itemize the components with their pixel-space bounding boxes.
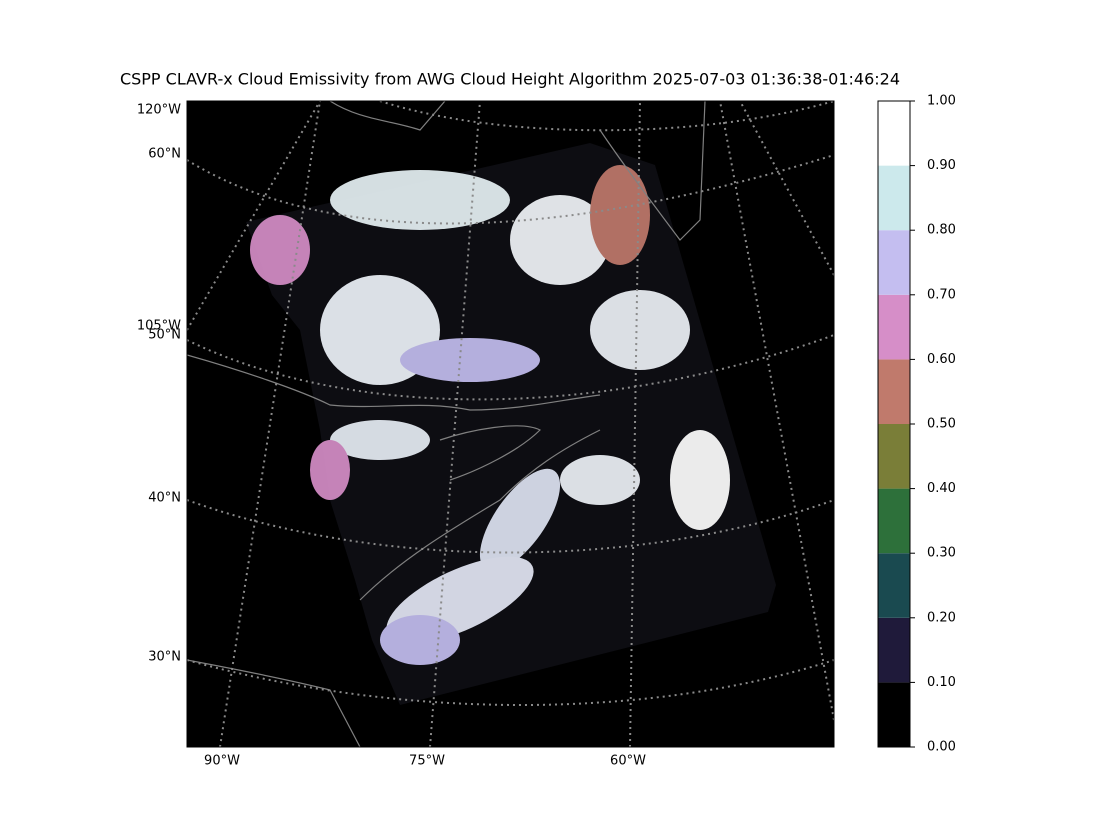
graticule-label: 60°W xyxy=(610,754,646,769)
colorbar-tick-label: 0.00 xyxy=(927,740,956,755)
colorbar-segment xyxy=(878,617,910,683)
colorbar-segment xyxy=(878,165,910,231)
graticule-label: 120°W xyxy=(137,103,181,118)
graticule-label: 60°N xyxy=(148,147,181,162)
cloud-field xyxy=(250,165,730,665)
graticule xyxy=(187,101,834,747)
graticule-label: 30°N xyxy=(148,650,181,665)
graticule-label: 105°W xyxy=(137,319,181,334)
colorbar-tick-label: 1.00 xyxy=(927,94,956,109)
colorbar-segment xyxy=(878,294,910,360)
map-frame xyxy=(186,100,835,748)
graticule-label: 50°N xyxy=(148,328,181,343)
colorbar-segment xyxy=(878,488,910,554)
colorbar-tick-label: 0.50 xyxy=(927,417,956,432)
map-area xyxy=(186,100,835,748)
colorbar-tick-label: 0.90 xyxy=(927,158,956,173)
colorbar-tick-label: 0.40 xyxy=(927,481,956,496)
map-labels: 120°W 60°N 105°W50°N 40°N 30°N 90°W 75°W 60°W xyxy=(137,103,646,769)
colorbar: 0.00 0.10 0.20 0.30 0.40 0.50 0.60 0.70 0.80 0.90… xyxy=(877,94,956,755)
colorbar-tick-label: 0.80 xyxy=(927,223,956,238)
colorbar-tick-label: 0.30 xyxy=(927,546,956,561)
map-title: CSPP CLAVR-x Cloud Emissivity from AWG C… xyxy=(120,70,900,89)
colorbar-segment xyxy=(878,101,910,166)
colorbar-segment xyxy=(878,682,910,747)
graticule-label: 40°N xyxy=(148,491,181,506)
colorbar-tick-label: 0.20 xyxy=(927,610,956,625)
coastlines xyxy=(187,101,706,747)
colorbar-tick-label: 0.70 xyxy=(927,287,956,302)
colorbar-segment xyxy=(878,424,910,489)
colorbar-segment xyxy=(878,553,910,618)
colorbar-segment xyxy=(878,230,910,295)
graticule-label: 90°W xyxy=(204,754,240,769)
colorbar-segment xyxy=(878,359,910,424)
colorbar-tick-label: 0.10 xyxy=(927,675,956,690)
colorbar-tick-label: 0.60 xyxy=(927,352,956,367)
graticule-label: 75°W xyxy=(409,754,445,769)
